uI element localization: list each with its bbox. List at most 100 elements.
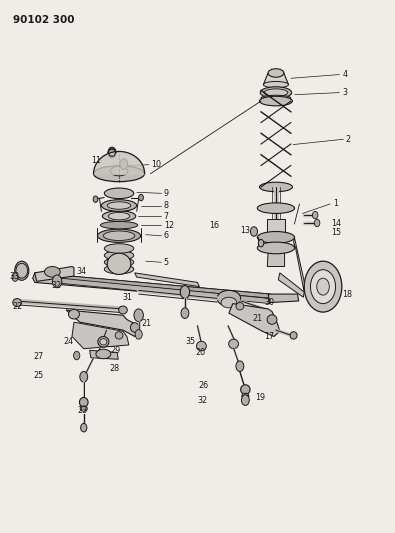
Circle shape — [250, 227, 258, 236]
Ellipse shape — [45, 266, 60, 277]
Text: 20: 20 — [196, 348, 206, 357]
Ellipse shape — [242, 393, 249, 399]
Polygon shape — [278, 273, 304, 297]
Ellipse shape — [267, 315, 277, 324]
Text: 21: 21 — [252, 314, 263, 323]
Text: 3: 3 — [342, 88, 348, 97]
Polygon shape — [135, 273, 199, 287]
Circle shape — [135, 329, 142, 339]
Ellipse shape — [102, 200, 137, 212]
Ellipse shape — [80, 406, 87, 411]
Text: 29: 29 — [111, 346, 121, 355]
Text: 90102 300: 90102 300 — [13, 15, 75, 25]
Ellipse shape — [107, 253, 131, 274]
Text: 11: 11 — [92, 156, 102, 165]
Ellipse shape — [221, 297, 237, 308]
Ellipse shape — [257, 231, 295, 243]
Circle shape — [180, 286, 190, 298]
Text: 28: 28 — [109, 364, 119, 373]
Text: 35: 35 — [186, 337, 196, 346]
Text: 5: 5 — [163, 258, 168, 266]
Ellipse shape — [108, 213, 130, 220]
Circle shape — [73, 351, 80, 360]
Ellipse shape — [263, 82, 288, 88]
Ellipse shape — [257, 203, 295, 214]
Ellipse shape — [100, 221, 138, 229]
Polygon shape — [267, 235, 284, 266]
Ellipse shape — [236, 303, 244, 310]
Text: 8: 8 — [164, 201, 169, 210]
Polygon shape — [72, 322, 129, 349]
Ellipse shape — [229, 339, 239, 349]
Ellipse shape — [104, 251, 134, 260]
Text: 31: 31 — [122, 293, 132, 302]
Ellipse shape — [94, 166, 145, 182]
Circle shape — [53, 275, 62, 288]
Text: 33: 33 — [9, 271, 19, 280]
Polygon shape — [66, 310, 137, 336]
Circle shape — [80, 372, 88, 382]
Polygon shape — [90, 350, 118, 359]
Ellipse shape — [257, 242, 295, 254]
Circle shape — [310, 270, 336, 304]
Circle shape — [258, 239, 264, 247]
Ellipse shape — [98, 229, 141, 243]
Polygon shape — [267, 219, 284, 235]
Text: 26: 26 — [198, 381, 209, 390]
Ellipse shape — [96, 349, 111, 359]
Text: 24: 24 — [63, 337, 73, 346]
Text: 17: 17 — [264, 332, 274, 341]
Text: 2: 2 — [346, 135, 351, 144]
Ellipse shape — [13, 298, 21, 306]
Text: 10: 10 — [151, 160, 161, 169]
Polygon shape — [35, 266, 74, 281]
Circle shape — [81, 423, 87, 432]
Text: 15: 15 — [332, 228, 342, 237]
Ellipse shape — [115, 332, 123, 339]
Text: 23: 23 — [78, 406, 88, 415]
Text: 32: 32 — [198, 395, 208, 405]
Circle shape — [93, 196, 98, 203]
Ellipse shape — [268, 69, 284, 77]
Text: 16: 16 — [209, 221, 219, 230]
Circle shape — [181, 308, 189, 318]
Ellipse shape — [217, 290, 241, 306]
Ellipse shape — [98, 336, 109, 347]
Circle shape — [241, 395, 249, 406]
Polygon shape — [263, 73, 288, 85]
Ellipse shape — [104, 257, 134, 267]
Polygon shape — [60, 278, 270, 304]
Circle shape — [134, 309, 143, 321]
Ellipse shape — [110, 166, 128, 176]
Text: 19: 19 — [256, 393, 266, 402]
Circle shape — [236, 361, 244, 372]
Text: 18: 18 — [342, 289, 352, 298]
Text: 22: 22 — [12, 302, 23, 311]
Ellipse shape — [118, 306, 127, 314]
Ellipse shape — [290, 332, 297, 339]
Text: 21: 21 — [142, 319, 152, 328]
Ellipse shape — [104, 244, 134, 253]
Ellipse shape — [102, 211, 136, 221]
Ellipse shape — [107, 202, 131, 209]
Text: 12: 12 — [164, 221, 174, 230]
Circle shape — [304, 261, 342, 312]
Text: 9: 9 — [164, 189, 169, 198]
Text: 32: 32 — [52, 280, 62, 289]
Ellipse shape — [100, 338, 107, 345]
Ellipse shape — [264, 89, 288, 96]
Ellipse shape — [261, 95, 291, 101]
Ellipse shape — [241, 385, 250, 394]
Circle shape — [312, 212, 318, 219]
Circle shape — [314, 219, 320, 227]
Ellipse shape — [103, 231, 135, 240]
Circle shape — [139, 195, 143, 201]
Circle shape — [15, 261, 29, 280]
Polygon shape — [268, 294, 299, 303]
Ellipse shape — [260, 182, 292, 192]
Text: 30: 30 — [264, 298, 274, 307]
Text: 1: 1 — [333, 199, 338, 208]
Text: 6: 6 — [164, 231, 169, 240]
Polygon shape — [229, 304, 280, 336]
Text: 25: 25 — [34, 370, 44, 379]
